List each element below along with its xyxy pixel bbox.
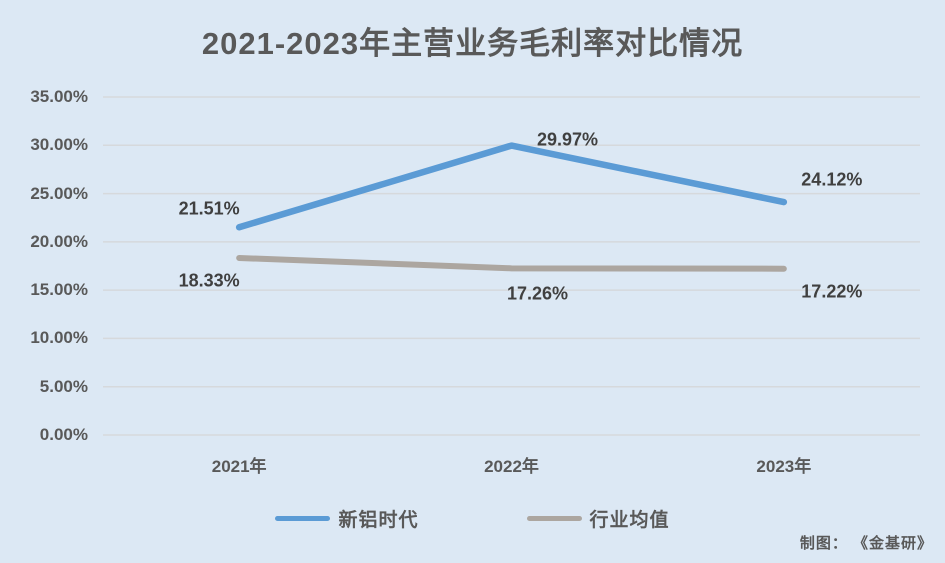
y-tick-label: 20.00% bbox=[30, 231, 88, 251]
y-tick-label: 10.00% bbox=[30, 328, 88, 348]
legend: 新铝时代 行业均值 bbox=[0, 505, 945, 532]
x-tick-label: 2023年 bbox=[756, 457, 812, 476]
legend-label-series-1: 行业均值 bbox=[589, 510, 670, 531]
y-tick-label: 35.00% bbox=[30, 87, 88, 106]
x-tick-label: 2022年 bbox=[484, 457, 539, 476]
data-label-series-1-point-0: 18.33% bbox=[178, 270, 240, 291]
legend-label-series-0: 新铝时代 bbox=[338, 510, 419, 531]
y-tick-label: 5.00% bbox=[39, 376, 88, 396]
legend-item-series-1: 行业均值 bbox=[526, 505, 670, 532]
legend-line-swatch-gray bbox=[526, 516, 582, 521]
y-tick-label: 30.00% bbox=[30, 135, 88, 155]
credit-text: 制图： 《金基研》 bbox=[799, 535, 933, 552]
y-tick-label: 15.00% bbox=[30, 280, 88, 300]
data-label-series-1-point-1: 17.26% bbox=[506, 283, 569, 304]
series-line-1 bbox=[236, 254, 787, 272]
data-label-series-0-point-2: 24.12% bbox=[801, 169, 863, 190]
data-label-series-0-point-0: 21.51% bbox=[178, 198, 240, 219]
data-label-series-1-point-2: 17.22% bbox=[801, 281, 863, 302]
x-tick-label: 2021年 bbox=[211, 457, 267, 476]
y-tick-label: 25.00% bbox=[30, 183, 88, 203]
data-label-series-0-point-1: 29.97% bbox=[536, 129, 599, 150]
y-tick-label: 0.00% bbox=[39, 425, 88, 444]
legend-line-swatch-blue bbox=[275, 516, 331, 521]
legend-item-series-0: 新铝时代 bbox=[275, 505, 418, 532]
chart-title: 2021-2023年主营业务毛利率对比情况 bbox=[201, 26, 744, 61]
series-line-0 bbox=[235, 142, 788, 231]
